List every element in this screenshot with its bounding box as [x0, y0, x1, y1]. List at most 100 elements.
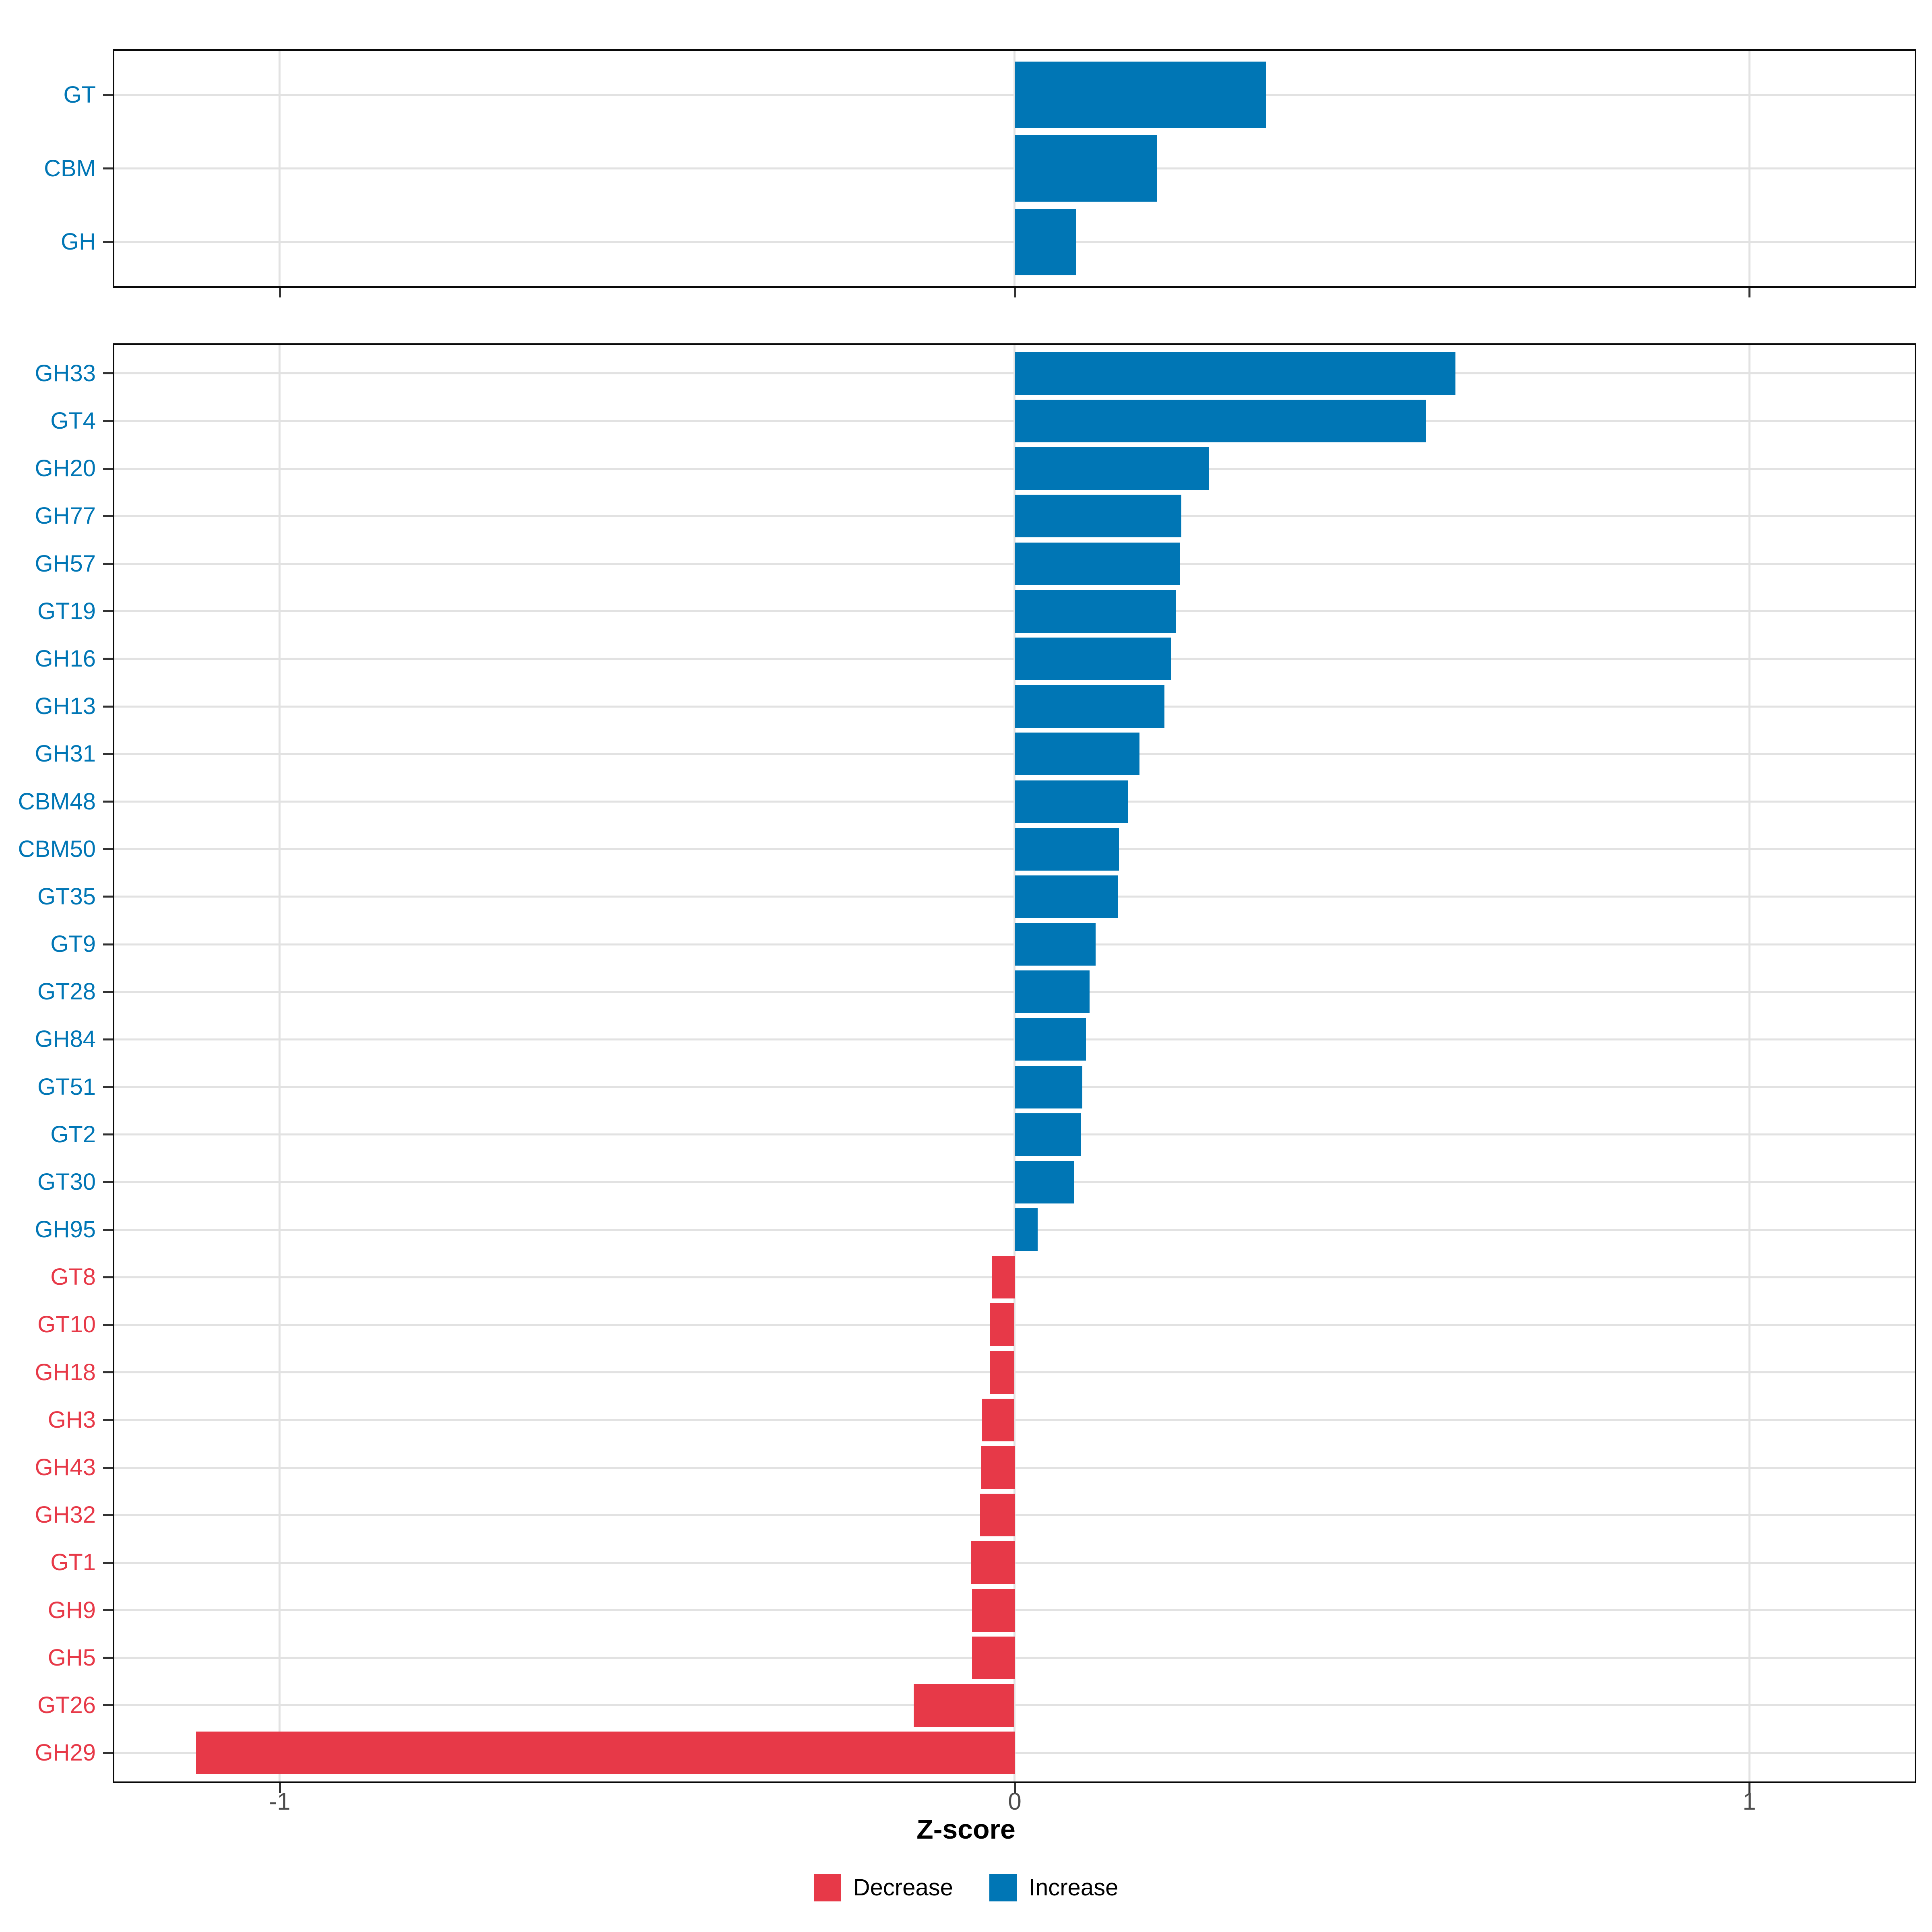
y-tick-CBM50 [103, 848, 113, 850]
y-tick-GH20 [103, 468, 113, 470]
y-tick-GH16 [103, 658, 113, 660]
y-label-GT28: GT28 [37, 978, 96, 1005]
gridline-x--1 [279, 51, 281, 286]
y-tick-CBM [103, 167, 113, 169]
y-label-GH33: GH33 [35, 360, 96, 386]
bar-GH5 [972, 1637, 1015, 1679]
y-label-GT51: GT51 [37, 1074, 96, 1100]
y-tick-GT4 [103, 420, 113, 422]
y-tick-GT8 [103, 1276, 113, 1278]
y-tick-GH57 [103, 563, 113, 565]
y-label-GH: GH [61, 229, 96, 255]
gridline-x-1 [1748, 345, 1750, 1781]
y-label-GT19: GT19 [37, 598, 96, 624]
y-label-GH9: GH9 [47, 1597, 96, 1623]
x-tick-1 [1748, 1783, 1750, 1793]
bar-GH [1015, 209, 1076, 275]
y-tick-GH5 [103, 1657, 113, 1659]
y-tick-GT10 [103, 1324, 113, 1326]
gridline-x--1 [279, 345, 281, 1781]
legend-swatch-decrease [813, 1874, 841, 1901]
y-label-GH20: GH20 [35, 455, 96, 481]
bar-GT8 [992, 1256, 1015, 1298]
y-tick-GT [103, 94, 113, 96]
bar-GH77 [1015, 495, 1181, 537]
y-tick-GT26 [103, 1704, 113, 1706]
y-label-CBM48: CBM48 [18, 788, 96, 815]
y-label-GH18: GH18 [35, 1359, 96, 1385]
y-label-GH43: GH43 [35, 1454, 96, 1480]
y-label-GH77: GH77 [35, 503, 96, 529]
bar-GH32 [980, 1494, 1015, 1536]
bar-CBM50 [1015, 828, 1119, 871]
bar-GH33 [1015, 352, 1455, 395]
x-tick--1 [279, 288, 281, 297]
y-tick-GT1 [103, 1562, 113, 1564]
bar-GH13 [1015, 685, 1164, 728]
panel-families-detail [113, 343, 1916, 1783]
panel-categories-summary [113, 49, 1916, 288]
x-tick-0 [1014, 1783, 1016, 1793]
y-label-GT2: GT2 [50, 1121, 96, 1148]
y-label-GT10: GT10 [37, 1311, 96, 1338]
gridline-x-0 [1013, 51, 1016, 286]
bar-GT35 [1015, 875, 1118, 918]
y-label-GT26: GT26 [37, 1692, 96, 1718]
y-label-GH29: GH29 [35, 1740, 96, 1766]
y-label-GT35: GT35 [37, 883, 96, 910]
x-tick-label-1: 1 [1742, 1788, 1756, 1815]
bar-GT28 [1015, 970, 1090, 1013]
y-tick-GH31 [103, 753, 113, 755]
y-tick-GH13 [103, 706, 113, 708]
bar-GT2 [1015, 1113, 1081, 1156]
y-label-GH13: GH13 [35, 693, 96, 719]
bar-GH18 [990, 1351, 1014, 1394]
y-tick-GH84 [103, 1038, 113, 1040]
bar-CBM48 [1015, 780, 1128, 823]
y-label-GH32: GH32 [35, 1502, 96, 1528]
bar-GH31 [1015, 733, 1139, 775]
bar-GH20 [1015, 447, 1209, 490]
y-tick-GH95 [103, 1229, 113, 1231]
bar-GT10 [990, 1303, 1014, 1346]
bar-CBM [1015, 135, 1157, 202]
bar-GH9 [972, 1589, 1015, 1632]
y-tick-GT2 [103, 1133, 113, 1135]
x-axis-title: Z-score [916, 1814, 1016, 1845]
panel-area-families-detail [114, 345, 1915, 1781]
bar-GT4 [1015, 400, 1426, 442]
y-tick-GT19 [103, 610, 113, 612]
y-tick-CBM48 [103, 801, 113, 803]
y-tick-GT51 [103, 1086, 113, 1088]
y-label-CBM50: CBM50 [18, 836, 96, 862]
panel-area-categories-summary [114, 51, 1915, 286]
legend-swatch-increase [989, 1874, 1017, 1901]
bar-GH29 [196, 1732, 1015, 1774]
y-label-GH84: GH84 [35, 1026, 96, 1052]
bar-GT1 [971, 1541, 1015, 1584]
x-tick--1 [279, 1783, 281, 1793]
y-label-GH31: GH31 [35, 741, 96, 767]
y-tick-GT9 [103, 943, 113, 945]
y-label-GH95: GH95 [35, 1216, 96, 1243]
y-label-GT8: GT8 [50, 1264, 96, 1290]
legend-item-decrease: Decrease [813, 1874, 953, 1901]
y-tick-GH33 [103, 372, 113, 374]
legend-label-increase: Increase [1028, 1874, 1119, 1901]
bar-GT9 [1015, 923, 1096, 966]
legend: Decrease Increase [0, 1874, 1932, 1901]
y-tick-GH43 [103, 1467, 113, 1469]
y-tick-GH32 [103, 1514, 113, 1516]
x-tick-label-0: 0 [1008, 1788, 1022, 1815]
y-label-CBM: CBM [44, 155, 96, 182]
bar-GH3 [982, 1399, 1014, 1441]
legend-label-decrease: Decrease [853, 1874, 953, 1901]
bar-GH16 [1015, 638, 1171, 680]
bar-GT19 [1015, 590, 1176, 633]
bar-GH43 [981, 1446, 1015, 1489]
y-label-GH16: GH16 [35, 646, 96, 672]
y-label-GT: GT [63, 82, 96, 108]
x-tick-0 [1014, 288, 1016, 297]
x-tick-1 [1748, 288, 1750, 297]
